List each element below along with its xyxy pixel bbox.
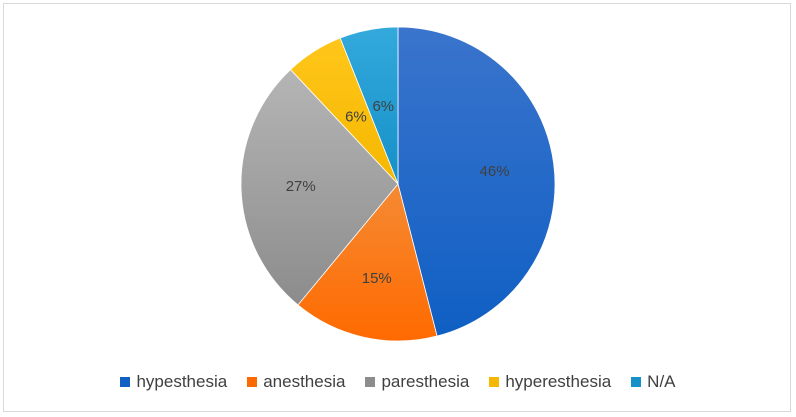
legend-label-anesthesia: anesthesia bbox=[263, 372, 346, 391]
pie-slice-paresthesia bbox=[240, 68, 399, 306]
slice-label-anesthesia: 15% bbox=[362, 270, 392, 287]
pie-slice-hypesthesia bbox=[397, 26, 556, 337]
pie-slice-n-a bbox=[339, 26, 399, 185]
legend-swatch-hyperesthesia bbox=[489, 377, 500, 387]
legend-item-anesthesia: anesthesia bbox=[247, 372, 345, 392]
pie-slice-anesthesia bbox=[297, 183, 438, 342]
slice-label-hypesthesia: 46% bbox=[480, 163, 510, 180]
legend-swatch-anesthesia bbox=[247, 377, 258, 387]
legend-item-n-a: N/A bbox=[631, 372, 676, 392]
legend-label-hyperesthesia: hyperesthesia bbox=[505, 372, 612, 391]
legend-swatch-paresthesia bbox=[365, 377, 376, 387]
legend-swatch-n-a bbox=[631, 377, 642, 387]
legend-item-hyperesthesia: hyperesthesia bbox=[489, 372, 611, 392]
legend-item-paresthesia: paresthesia bbox=[365, 372, 469, 392]
legend-label-hypesthesia: hypesthesia bbox=[136, 372, 228, 391]
slice-label-hyperesthesia: 6% bbox=[345, 109, 367, 126]
legend-item-hypesthesia: hypesthesia bbox=[120, 372, 227, 392]
legend-label-n-a: N/A bbox=[647, 372, 676, 391]
legend-label-paresthesia: paresthesia bbox=[381, 372, 470, 391]
legend-swatch-hypesthesia bbox=[120, 377, 131, 387]
legend: hypesthesia anesthesia paresthesia hyperest… bbox=[0, 370, 796, 394]
slice-label-paresthesia: 27% bbox=[286, 178, 316, 195]
slice-label-n-a: 6% bbox=[372, 98, 394, 115]
